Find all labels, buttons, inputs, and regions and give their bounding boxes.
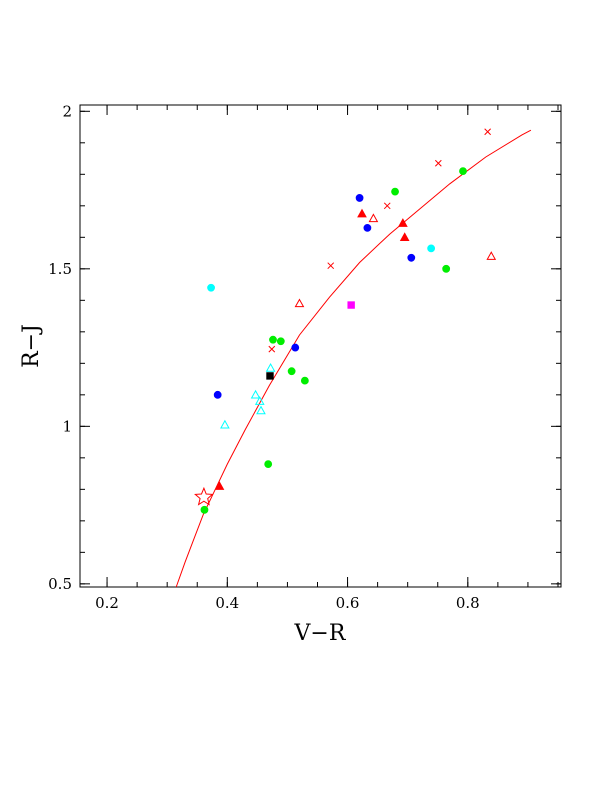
curve-cross-marker bbox=[484, 128, 492, 136]
triangle-point bbox=[254, 396, 265, 405]
triangle-point bbox=[214, 481, 225, 490]
circle-point bbox=[291, 343, 300, 352]
circle-point bbox=[276, 337, 285, 346]
x-tick-label: 0.2 bbox=[95, 594, 119, 612]
square-point bbox=[266, 372, 274, 380]
curve-cross-marker bbox=[383, 202, 391, 210]
circle-point bbox=[300, 376, 309, 385]
circle-point bbox=[264, 460, 273, 469]
square-point bbox=[347, 301, 355, 309]
triangle-point bbox=[265, 363, 276, 372]
y-tick-label: 1 bbox=[62, 417, 72, 435]
triangle-point bbox=[250, 389, 261, 399]
circle-point bbox=[442, 264, 451, 273]
triangle-point bbox=[256, 405, 266, 415]
model-curve bbox=[175, 129, 532, 588]
x-tick-label: 0.8 bbox=[456, 594, 480, 612]
data-points bbox=[194, 167, 497, 514]
y-tick-label: 0.5 bbox=[48, 575, 72, 593]
x-tick-label: 0.4 bbox=[215, 594, 239, 612]
circle-point bbox=[427, 244, 436, 253]
y-axis-label: R−J bbox=[19, 324, 44, 368]
y-tick-label: 2 bbox=[62, 102, 72, 120]
star-point bbox=[194, 486, 214, 506]
circle-point bbox=[459, 167, 467, 176]
circle-point bbox=[213, 390, 222, 399]
circle-point bbox=[200, 505, 209, 514]
triangle-point bbox=[486, 251, 497, 260]
curve-cross-marker bbox=[434, 159, 442, 167]
triangle-point bbox=[294, 298, 305, 308]
curve-cross-markers bbox=[268, 128, 492, 353]
circle-point bbox=[287, 367, 296, 376]
triangle-point bbox=[399, 232, 410, 242]
tick-labels: 0.2 0.4 0.6 0.8 0.5 1 1.5 2 bbox=[48, 102, 480, 612]
plot-frame bbox=[79, 104, 562, 588]
x-tick-label: 0.6 bbox=[336, 594, 360, 612]
circle-point bbox=[363, 223, 372, 232]
triangle-point bbox=[357, 208, 367, 218]
triangle-point bbox=[398, 218, 408, 227]
circle-point bbox=[355, 194, 364, 202]
x-axis-label: V−R bbox=[294, 621, 347, 646]
triangle-point bbox=[220, 419, 230, 429]
y-tick-label: 1.5 bbox=[48, 260, 72, 278]
curve-cross-marker bbox=[327, 262, 335, 270]
axis-ticks bbox=[80, 105, 561, 587]
circle-point bbox=[391, 187, 399, 196]
triangle-point bbox=[368, 213, 379, 223]
curve-cross-marker bbox=[268, 345, 276, 353]
circle-point bbox=[207, 283, 215, 292]
circle-point bbox=[269, 335, 277, 344]
circle-point bbox=[407, 253, 416, 262]
